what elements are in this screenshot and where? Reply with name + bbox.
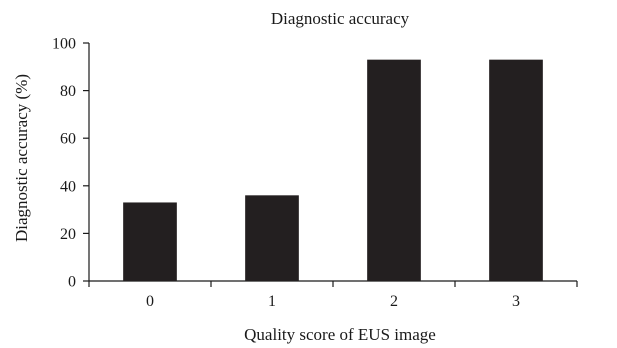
y-tick-label: 0 <box>68 274 76 291</box>
x-tick-label: 2 <box>390 293 398 310</box>
bar-2 <box>367 59 421 281</box>
y-tick-label: 80 <box>60 83 76 100</box>
x-tick-label: 0 <box>146 293 154 310</box>
bars-group <box>123 59 543 281</box>
y-tick-label: 60 <box>60 131 76 148</box>
y-tick-label: 20 <box>60 226 76 243</box>
x-tick-label: 1 <box>268 293 276 310</box>
bar-3 <box>489 59 543 281</box>
x-axis-label: Quality score of EUS image <box>244 325 436 344</box>
y-axis: 0 20 40 60 80 100 <box>52 36 90 291</box>
x-tick-label: 3 <box>512 293 520 310</box>
chart-title: Diagnostic accuracy <box>271 9 410 28</box>
y-tick-label: 100 <box>52 36 76 53</box>
y-axis-label: Diagnostic accuracy (%) <box>12 74 31 242</box>
bar-0 <box>123 202 177 281</box>
x-axis: 0 1 2 3 <box>88 280 578 310</box>
bar-1 <box>245 195 299 281</box>
y-tick-label: 40 <box>60 178 76 195</box>
